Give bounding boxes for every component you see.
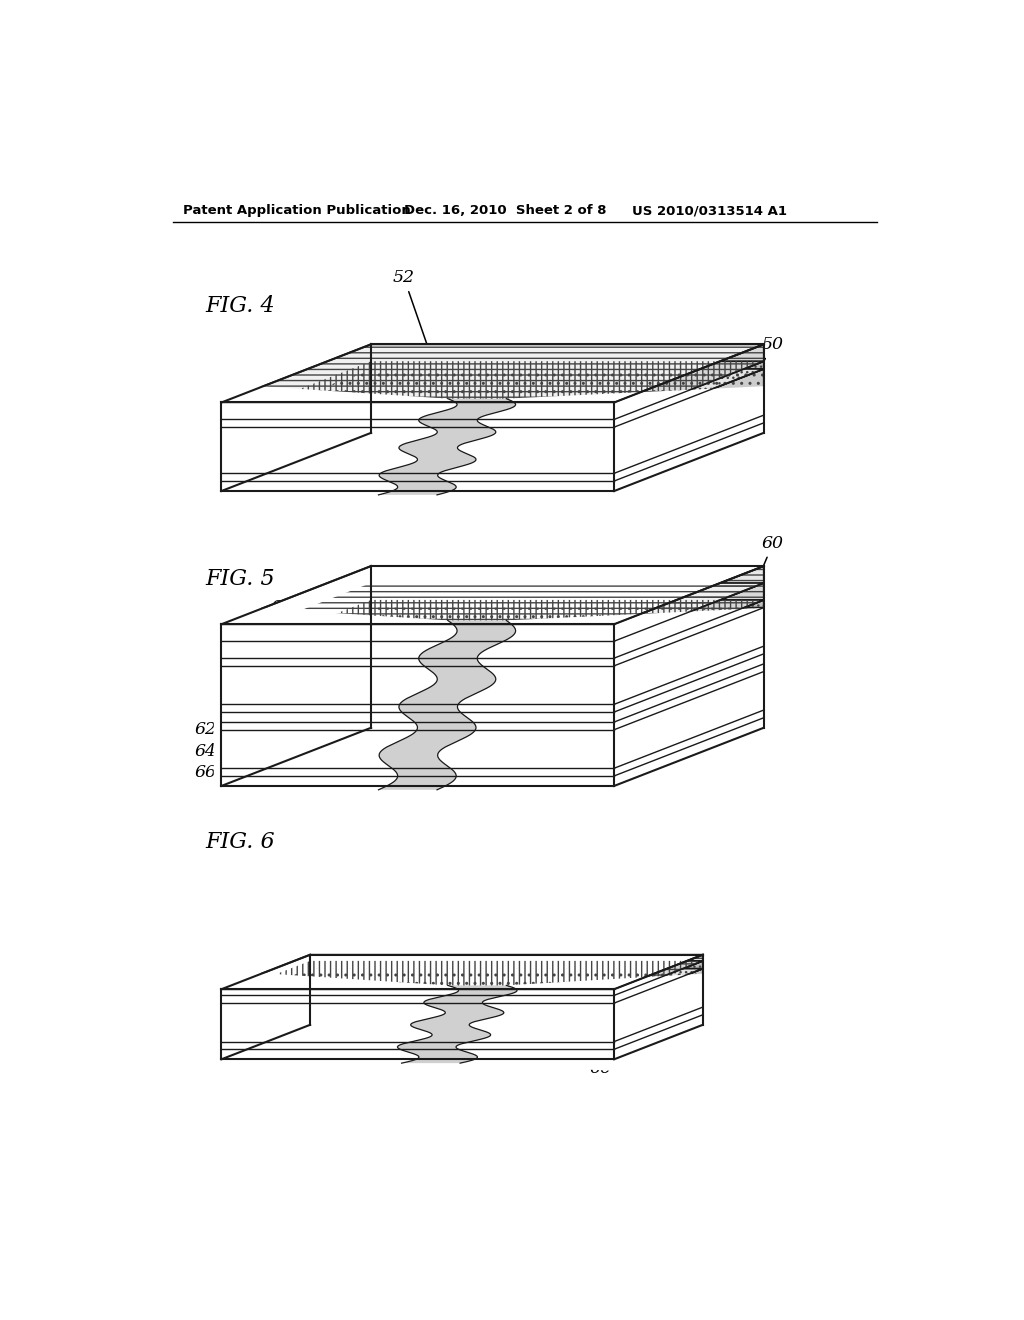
Polygon shape — [614, 1007, 702, 1049]
Polygon shape — [221, 566, 764, 624]
Polygon shape — [614, 422, 764, 491]
Text: 32: 32 — [700, 434, 734, 451]
Polygon shape — [221, 607, 764, 665]
Polygon shape — [614, 599, 764, 665]
Polygon shape — [221, 776, 614, 785]
Text: 62: 62 — [195, 721, 234, 747]
Polygon shape — [221, 995, 614, 1003]
Polygon shape — [221, 345, 764, 403]
Polygon shape — [221, 474, 614, 480]
Polygon shape — [221, 480, 614, 491]
Polygon shape — [221, 1003, 614, 1041]
Polygon shape — [221, 422, 764, 480]
Text: 70: 70 — [708, 653, 763, 705]
Text: 72: 72 — [662, 689, 687, 727]
Text: FIG. 4: FIG. 4 — [205, 296, 274, 317]
Text: 64: 64 — [481, 1020, 670, 1047]
Text: 66: 66 — [195, 763, 228, 780]
Polygon shape — [221, 583, 764, 642]
Polygon shape — [221, 1007, 702, 1041]
Text: 80: 80 — [745, 783, 767, 800]
Polygon shape — [614, 969, 702, 1041]
Text: 50: 50 — [721, 337, 784, 438]
Polygon shape — [221, 420, 614, 428]
Polygon shape — [221, 711, 614, 722]
Polygon shape — [437, 383, 825, 511]
Polygon shape — [214, 970, 459, 1078]
Text: 74: 74 — [441, 715, 601, 752]
Polygon shape — [614, 672, 764, 768]
Polygon shape — [379, 620, 516, 789]
Polygon shape — [221, 428, 614, 474]
Polygon shape — [614, 362, 764, 428]
Polygon shape — [221, 730, 614, 768]
Polygon shape — [221, 653, 764, 711]
Polygon shape — [221, 1041, 614, 1049]
Polygon shape — [221, 659, 614, 665]
Polygon shape — [221, 1015, 702, 1049]
Polygon shape — [614, 368, 764, 474]
Polygon shape — [614, 607, 764, 705]
Polygon shape — [221, 705, 614, 711]
Polygon shape — [614, 718, 764, 785]
Polygon shape — [221, 599, 764, 659]
Polygon shape — [221, 954, 702, 989]
Polygon shape — [214, 605, 457, 805]
Text: 76: 76 — [469, 706, 630, 742]
Polygon shape — [614, 664, 764, 730]
Polygon shape — [437, 605, 825, 805]
Polygon shape — [221, 645, 764, 705]
Polygon shape — [221, 718, 764, 776]
Polygon shape — [221, 1049, 614, 1059]
Polygon shape — [614, 645, 764, 711]
Polygon shape — [221, 624, 614, 642]
Text: 34: 34 — [693, 470, 734, 487]
Text: 60: 60 — [735, 535, 784, 632]
Text: US 2010/0313514 A1: US 2010/0313514 A1 — [632, 205, 786, 218]
Polygon shape — [221, 969, 702, 1003]
Text: 52: 52 — [393, 269, 449, 404]
Text: Dec. 16, 2010  Sheet 2 of 8: Dec. 16, 2010 Sheet 2 of 8 — [403, 205, 606, 218]
Polygon shape — [614, 1015, 702, 1059]
Text: 68: 68 — [270, 599, 315, 630]
Text: 62: 62 — [663, 995, 754, 1012]
Text: 82: 82 — [238, 974, 260, 1031]
Polygon shape — [221, 768, 614, 776]
Polygon shape — [221, 368, 764, 428]
Polygon shape — [221, 710, 764, 768]
Text: 64: 64 — [195, 743, 231, 770]
Polygon shape — [614, 954, 702, 995]
Polygon shape — [397, 985, 517, 1063]
Polygon shape — [221, 414, 764, 474]
Polygon shape — [221, 362, 764, 420]
Polygon shape — [614, 710, 764, 776]
Text: FIG. 6: FIG. 6 — [205, 832, 274, 853]
Polygon shape — [221, 961, 702, 995]
Polygon shape — [456, 970, 765, 1078]
Polygon shape — [379, 399, 516, 495]
Text: FIG. 5: FIG. 5 — [205, 568, 274, 590]
Polygon shape — [614, 583, 764, 659]
Text: Patent Application Publication: Patent Application Publication — [183, 205, 411, 218]
Polygon shape — [221, 665, 614, 705]
Polygon shape — [614, 345, 764, 420]
Polygon shape — [221, 722, 614, 730]
Polygon shape — [614, 566, 764, 642]
Polygon shape — [614, 414, 764, 480]
Polygon shape — [221, 989, 614, 995]
Polygon shape — [221, 664, 764, 722]
Polygon shape — [221, 672, 764, 730]
Polygon shape — [221, 642, 614, 659]
Polygon shape — [614, 653, 764, 722]
Polygon shape — [214, 383, 457, 511]
Polygon shape — [221, 403, 614, 420]
Text: 66: 66 — [422, 1052, 611, 1077]
Polygon shape — [614, 961, 702, 1003]
